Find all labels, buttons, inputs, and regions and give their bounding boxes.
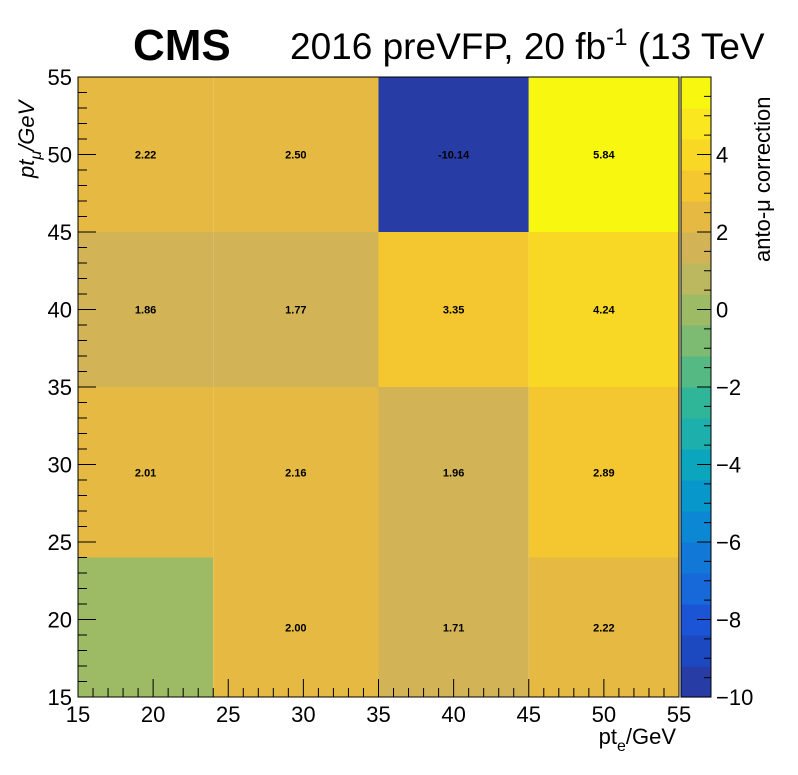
z-axis-title: anto-μ correction <box>750 96 775 262</box>
cell-value-label: 2.16 <box>285 467 306 479</box>
heatmap-cell <box>78 232 214 387</box>
cell-value-label: 2.01 <box>135 467 156 479</box>
heatmap-cell <box>213 387 379 558</box>
heatmap-cell <box>78 557 214 697</box>
palette-bin <box>681 418 711 450</box>
y-tick-label: 25 <box>48 530 72 555</box>
heatmap-cell <box>528 77 679 232</box>
x-tick-label: 15 <box>66 702 90 727</box>
y-tick-label: 35 <box>48 375 72 400</box>
x-tick-label: 55 <box>667 702 691 727</box>
heatmap-cell <box>78 387 214 558</box>
cell-value-label: 3.35 <box>443 305 464 317</box>
palette-bin <box>681 542 711 574</box>
heatmap-cell <box>528 387 679 558</box>
x-axis: 15 20 25 30 35 40 45 50 55 <box>66 679 691 727</box>
heatmap-cell <box>213 77 379 232</box>
palette-bin <box>681 356 711 388</box>
experiment-label: CMS <box>133 21 231 70</box>
energy-label: (13 TeV <box>627 26 764 67</box>
y-axis-title: ptμ/GeV <box>14 98 45 179</box>
x-tick-label: 20 <box>141 702 165 727</box>
y-tick-label: 50 <box>48 143 72 168</box>
palette-bin <box>681 232 711 264</box>
palette-bin <box>681 573 711 605</box>
x-tick-label: 45 <box>517 702 541 727</box>
heatmap-cell <box>528 557 679 697</box>
x-tick-label: 25 <box>216 702 240 727</box>
heatmap-cell <box>78 77 214 232</box>
heatmap-cell <box>378 77 529 232</box>
cell-value-label: 2.00 <box>285 622 306 634</box>
cell-value-label: 2.22 <box>593 622 614 634</box>
z-tick-label: 4 <box>716 143 728 168</box>
z-tick-label: −2 <box>716 375 741 400</box>
y-tick-label: 20 <box>48 608 72 633</box>
y-axis: 15 20 25 30 35 40 45 50 55 <box>48 65 96 710</box>
cell-value-label: 5.84 <box>593 150 615 162</box>
x-tick-label: 40 <box>441 702 465 727</box>
palette-bin <box>681 170 711 202</box>
palette-bin <box>681 387 711 419</box>
palette-bin <box>681 480 711 512</box>
cell-value-label: 1.86 <box>135 305 156 317</box>
palette-bin <box>681 263 711 295</box>
y-tick-label: 40 <box>48 298 72 323</box>
heatmap-cell <box>378 387 529 558</box>
x-tick-label: 35 <box>366 702 390 727</box>
palette-bin <box>681 666 711 698</box>
palette-bin <box>681 108 711 140</box>
z-tick-label: −10 <box>716 685 753 710</box>
luminosity-label: 2016 preVFP, 20 fb-1 (13 TeV <box>290 24 765 67</box>
heatmap-cell <box>213 557 379 697</box>
z-tick-label: 0 <box>716 298 728 323</box>
run-label: 2016 preVFP, 20 fb <box>290 26 606 67</box>
y-tick-label: 30 <box>48 453 72 478</box>
lumi-exponent: -1 <box>606 24 627 51</box>
palette-bin <box>681 325 711 357</box>
palette-bin <box>681 77 711 109</box>
cell-value-label: 1.96 <box>443 467 464 479</box>
z-axis: −10 −8 −6 −4 −2 0 2 4 <box>697 76 753 710</box>
palette-bin <box>681 635 711 667</box>
z-tick-label: −8 <box>716 608 741 633</box>
heatmap-cells <box>78 77 679 697</box>
cell-value-label: 2.89 <box>593 467 614 479</box>
heatmap-cell <box>378 557 529 697</box>
palette-bin <box>681 511 711 543</box>
palette-bin <box>681 201 711 233</box>
z-tick-label: −4 <box>716 453 741 478</box>
cell-value-label: 1.77 <box>285 305 306 317</box>
x-tick-label: 50 <box>592 702 616 727</box>
cell-value-labels: 2.00 1.71 2.22 2.01 2.16 1.96 2.89 1.86 1.77 3.35… <box>135 150 616 635</box>
cell-value-label: 1.71 <box>443 622 464 634</box>
y-tick-label: 15 <box>48 685 72 710</box>
y-tick-label: 55 <box>48 65 72 90</box>
cell-value-label: -10.14 <box>438 150 470 162</box>
x-tick-label: 30 <box>291 702 315 727</box>
cell-value-label: 2.50 <box>285 150 306 162</box>
cell-value-label: 2.22 <box>135 150 156 162</box>
y-tick-label: 45 <box>48 220 72 245</box>
z-tick-label: −6 <box>716 530 741 555</box>
heatmap-cell <box>213 232 379 387</box>
heatmap-cell <box>378 232 529 387</box>
cell-value-label: 4.24 <box>593 305 615 317</box>
heatmap-cell <box>528 232 679 387</box>
x-axis-title: pte/GeV <box>599 724 677 755</box>
z-tick-label: 2 <box>716 220 728 245</box>
